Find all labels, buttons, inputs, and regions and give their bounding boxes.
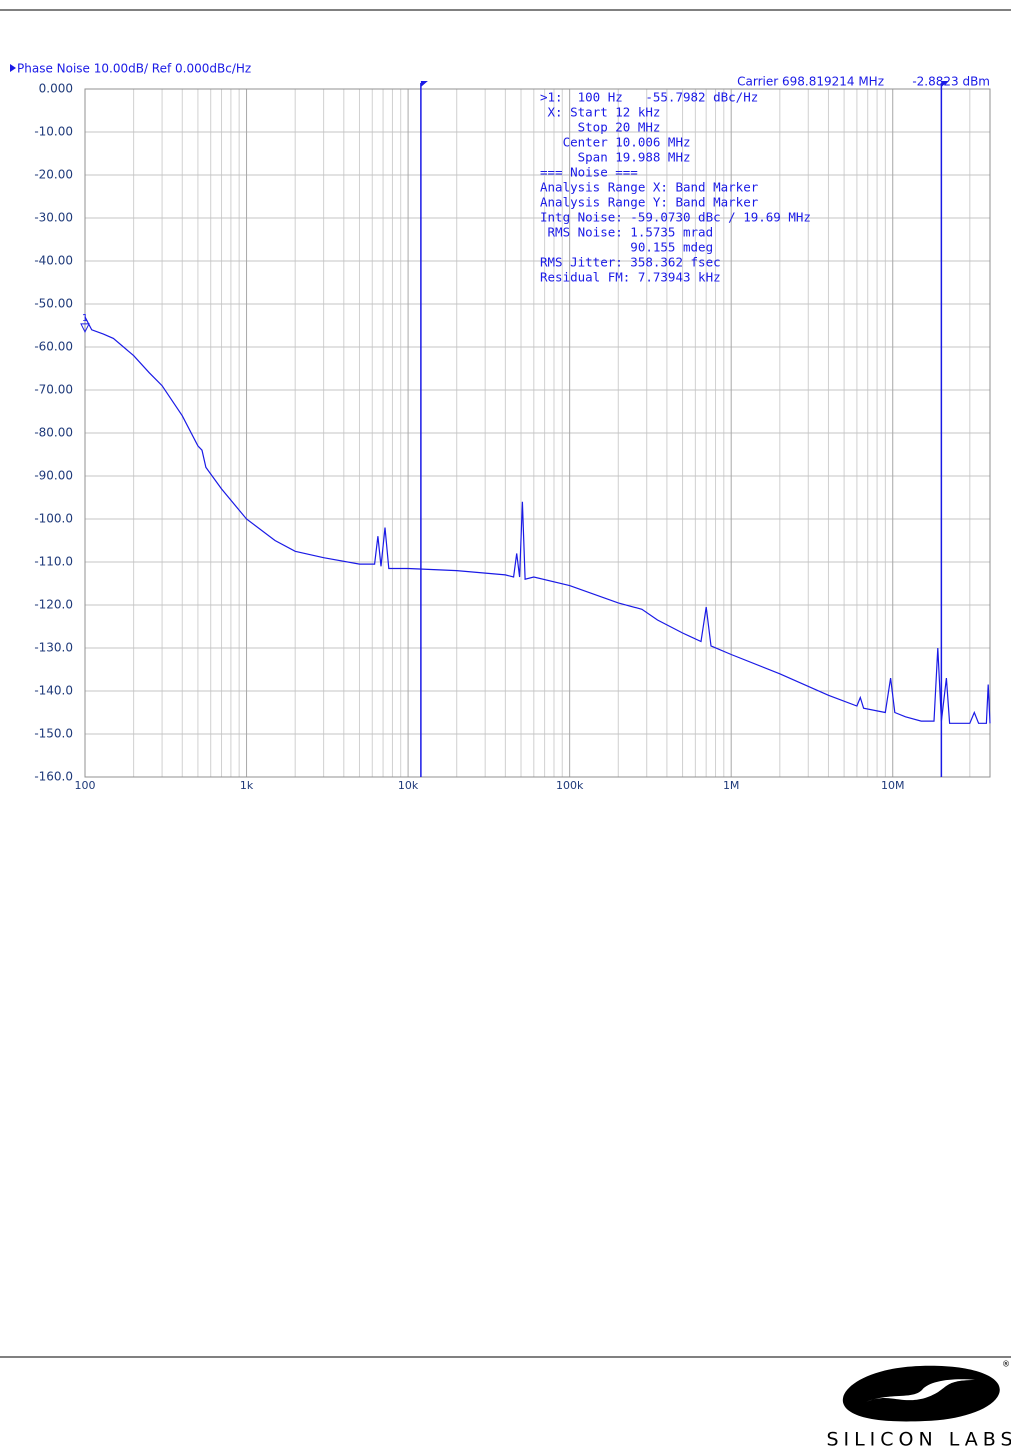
annotation: Span 19.988 MHz <box>540 150 691 165</box>
y-tick-label: -30.00 <box>34 211 73 225</box>
y-tick-label: -10.00 <box>34 125 73 139</box>
annotation: Analysis Range X: Band Marker <box>540 180 759 195</box>
chart-title: Phase Noise 10.00dB/ Ref 0.000dBc/Hz <box>17 62 251 76</box>
carrier-power: -2.8823 dBm <box>912 75 990 89</box>
annotation: RMS Jitter: 358.362 fsec <box>540 255 721 270</box>
y-tick-label: -150.0 <box>34 727 73 741</box>
band-marker-flag <box>420 81 428 87</box>
x-tick-label: 10M <box>881 779 905 792</box>
marker <box>80 323 90 334</box>
y-tick-label: -100.0 <box>34 512 73 526</box>
y-tick-label: -160.0 <box>34 770 73 784</box>
y-tick-label: -130.0 <box>34 641 73 655</box>
x-tick-label: 100k <box>556 779 584 792</box>
logo-swoosh <box>866 1379 975 1402</box>
y-tick-label: -20.00 <box>34 168 73 182</box>
annotation: X: Start 12 kHz <box>540 105 660 120</box>
annotation: Intg Noise: -59.0730 dBc / 19.69 MHz <box>540 210 811 225</box>
annotation: 90.155 mdeg <box>540 240 713 255</box>
y-tick-label: -140.0 <box>34 684 73 698</box>
x-tick-label: 100 <box>75 779 96 792</box>
y-tick-label: -110.0 <box>34 555 73 569</box>
annotation: RMS Noise: 1.5735 mrad <box>540 225 713 240</box>
y-tick-label: -80.00 <box>34 426 73 440</box>
x-tick-label: 1k <box>240 779 254 792</box>
y-tick-label: -70.00 <box>34 383 73 397</box>
annotation: >1: 100 Hz -55.7982 dBc/Hz <box>540 90 758 105</box>
marker-label: 1 <box>82 313 88 324</box>
y-tick-label: -120.0 <box>34 598 73 612</box>
y-tick-label: -40.00 <box>34 254 73 268</box>
band-marker-flag <box>941 81 949 87</box>
x-tick-label: 10k <box>398 779 419 792</box>
y-tick-label: -90.00 <box>34 469 73 483</box>
annotation: Stop 20 MHz <box>540 120 660 135</box>
logo-text: SILICON LABS <box>826 1429 1011 1451</box>
annotation: Analysis Range Y: Band Marker <box>540 195 759 210</box>
carrier-label: Carrier 698.819214 MHz <box>737 75 884 89</box>
annotation: Residual FM: 7.73943 kHz <box>540 270 721 285</box>
y-tick-label: 0.000 <box>39 82 73 96</box>
logo-mark: ® <box>1002 1360 1010 1369</box>
y-tick-label: -60.00 <box>34 340 73 354</box>
y-tick-label: -50.00 <box>34 297 73 311</box>
logo: SILICON LABS ® <box>826 1360 1011 1451</box>
x-tick-label: 1M <box>723 779 740 792</box>
plot-frame <box>84 88 991 778</box>
trace <box>84 316 991 724</box>
annotation: === Noise === <box>540 165 638 180</box>
title-arrow <box>10 64 16 72</box>
annotation: Center 10.006 MHz <box>540 135 691 150</box>
